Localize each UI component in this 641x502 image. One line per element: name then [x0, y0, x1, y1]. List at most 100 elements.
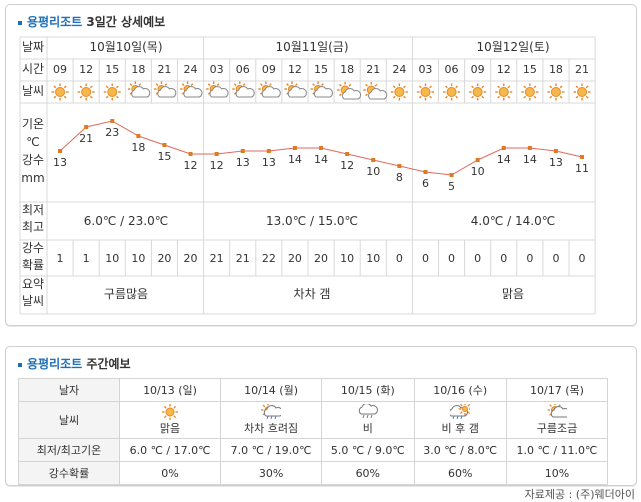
- hour-label: 03: [210, 63, 224, 76]
- sun-ray: [481, 95, 485, 99]
- temperature-value-label: 13: [262, 156, 276, 169]
- day2-summary: 차차 갬: [294, 287, 331, 301]
- cloud-shape: [342, 88, 362, 100]
- rain-probability-value: 0: [422, 252, 429, 265]
- temperature-point: [397, 164, 402, 168]
- sun-disc: [81, 87, 92, 97]
- sun-ray: [445, 85, 448, 89]
- hour-label: 09: [53, 63, 67, 76]
- sun-ray: [190, 83, 194, 86]
- weekly-prob-1: 0%: [118, 461, 222, 485]
- sun-icon: [521, 83, 539, 101]
- weekly-date-row: 날자 10/13 (일) 10/14 (월) 10/15 (화) 10/16 (…: [18, 378, 609, 402]
- weekly-date-4: 10/16 (수): [413, 378, 507, 402]
- weekly-icon-4: [415, 402, 506, 420]
- cloud-shape: [183, 86, 203, 98]
- label-summary-1: 요약: [22, 276, 44, 291]
- day2-minmax: 13.0℃ / 15.0℃: [266, 214, 358, 228]
- temperature-value-label: 13: [236, 156, 250, 169]
- sun-ray: [242, 83, 246, 86]
- sun-icon: [495, 83, 513, 101]
- day3-summary: 맑음: [502, 287, 524, 301]
- sun-ray: [105, 95, 109, 99]
- rain-probability-value: 1: [57, 252, 64, 265]
- sun-disc: [524, 87, 535, 97]
- rain-probability-value: 10: [366, 252, 380, 265]
- sun-ray: [429, 95, 432, 99]
- hour-label: 09: [471, 63, 485, 76]
- temperature-value-label: 21: [79, 132, 93, 145]
- sun-ray: [115, 85, 119, 89]
- sun-icon: [469, 83, 487, 101]
- sun-ray: [585, 95, 589, 99]
- sun-ray: [471, 85, 474, 89]
- sun-ray: [549, 95, 553, 99]
- sun-ray: [63, 85, 67, 89]
- label-prob-2: 확률: [22, 258, 44, 272]
- weekly-label-prob: 강수확률: [18, 461, 120, 485]
- cloud-shape: [209, 86, 229, 98]
- sun-ray: [338, 93, 342, 97]
- temperature-point: [501, 146, 506, 150]
- partly-cloudy-icon: [337, 82, 362, 100]
- sun-ray: [455, 95, 459, 99]
- temperature-point: [188, 152, 193, 156]
- sun-ray: [418, 95, 422, 99]
- weekly-date-2: 10/14 (월): [220, 378, 323, 402]
- detail-title-rest: 3일간 상세예보: [86, 15, 166, 29]
- weekly-weather-text-2: 차차 흐려짐: [244, 422, 299, 435]
- weekly-weather-3: 비: [321, 401, 415, 439]
- weekly-weather-row: 날씨 맑음 차차 흐려짐 비 비 후 갬 구름조금: [18, 401, 609, 439]
- cloudy-icon: [232, 81, 255, 98]
- weekly-weather-text-4: 비 후 갬: [441, 422, 479, 435]
- rain-probability-value: 20: [314, 252, 328, 265]
- sun-icon: [51, 83, 69, 101]
- rain-probability-value: 20: [157, 252, 171, 265]
- weekly-prob-4: 60%: [413, 461, 507, 485]
- detail-title-place: 용평리조트: [27, 15, 83, 29]
- sun-icon: [547, 83, 565, 101]
- label-summary-2: 날씨: [22, 294, 44, 308]
- temperature-point: [214, 152, 219, 156]
- sun-disc: [446, 87, 457, 97]
- cloudy-rain-icon: [261, 403, 284, 420]
- temperature-value-label: 8: [396, 171, 403, 184]
- sun-ray: [392, 95, 396, 99]
- sun-ray: [533, 95, 537, 99]
- sun-ray: [89, 85, 93, 89]
- sun-icon: [103, 83, 121, 101]
- hour-label: 21: [366, 63, 380, 76]
- hour-label: 12: [79, 63, 93, 76]
- sun-ray: [523, 95, 527, 99]
- rain-probability-value: 0: [396, 252, 403, 265]
- label-minmax-1: 최저: [22, 203, 44, 217]
- cloudy-icon: [180, 81, 203, 98]
- day1-minmax: 6.0℃ / 23.0℃: [84, 214, 168, 228]
- weekly-date-3: 10/15 (화): [321, 378, 415, 402]
- sun-ray: [207, 83, 211, 86]
- sun-ray: [497, 85, 501, 89]
- temperature-point: [527, 146, 532, 150]
- sun-icon: [162, 404, 179, 420]
- rain-probability-value: 22: [262, 252, 276, 265]
- day3-date: 10월12일(토): [476, 40, 549, 54]
- temperature-value-label: 14: [523, 153, 537, 166]
- cloudy-icon: [284, 81, 307, 98]
- sun-ray: [53, 85, 57, 89]
- hour-label: 09: [262, 63, 276, 76]
- sun-ray: [155, 83, 159, 86]
- sun-ray: [374, 83, 378, 87]
- hour-label: 21: [575, 63, 589, 76]
- sun-ray: [216, 83, 220, 86]
- sun-ray: [312, 83, 316, 86]
- cloudy-icon: [153, 81, 177, 98]
- weekly-icon-1: [120, 404, 220, 420]
- sun-ray: [575, 85, 579, 89]
- bullet-icon: [18, 362, 22, 367]
- weekly-title-rest: 주간예보: [86, 357, 131, 371]
- bullet-icon: [18, 20, 22, 25]
- sun-icon: [390, 83, 408, 101]
- sun-ray: [89, 95, 93, 99]
- sun-ray: [268, 83, 272, 86]
- sun-icon: [573, 83, 591, 101]
